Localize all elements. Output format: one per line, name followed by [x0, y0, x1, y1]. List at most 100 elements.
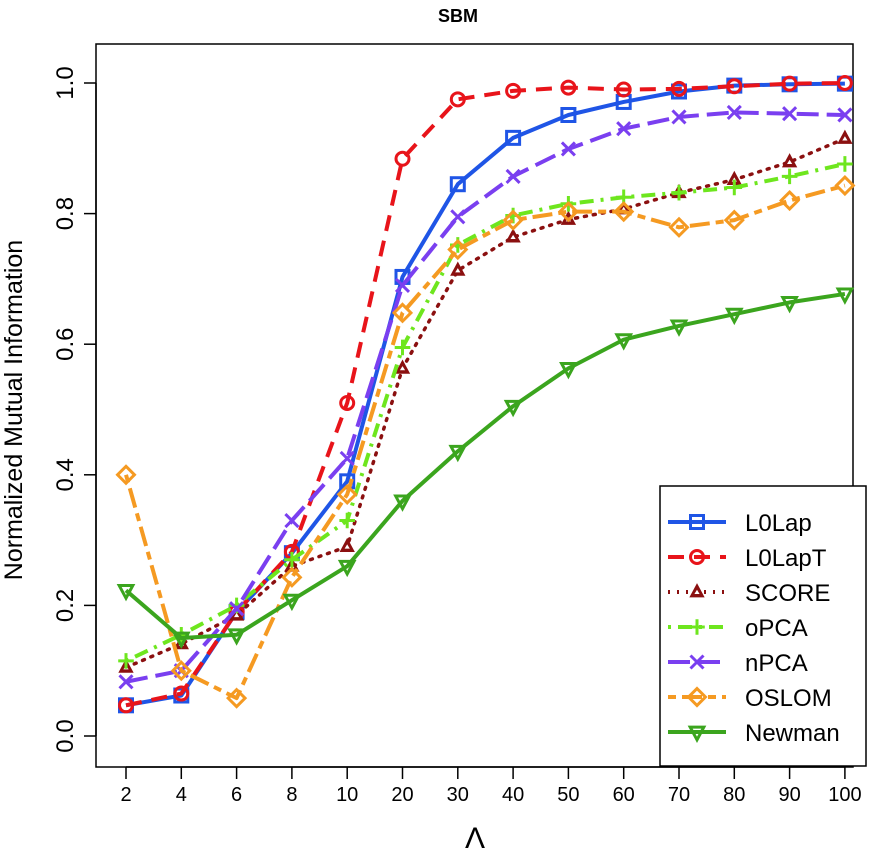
legend-marker — [689, 514, 705, 530]
legend-item-l0lapt: L0LapT — [668, 545, 827, 572]
chart-title: SBM — [438, 6, 478, 26]
data-point-oslom — [723, 209, 745, 231]
data-point-npca — [837, 107, 853, 123]
data-point-newman — [448, 444, 468, 463]
data-point-oslom — [170, 660, 192, 682]
data-point-oslom — [281, 566, 303, 588]
data-point-npca — [560, 141, 576, 157]
x-tick-label: 80 — [723, 784, 745, 806]
y-tick-label: 0.4 — [52, 458, 79, 491]
data-point-opca — [781, 168, 798, 185]
legend-marker — [686, 686, 708, 708]
data-point-l0lapt — [836, 75, 853, 91]
data-point-oslom — [226, 687, 248, 709]
data-point-npca — [284, 512, 300, 529]
legend-label: nPCA — [745, 650, 808, 677]
y-tick-label: 0.6 — [52, 328, 79, 361]
data-point-npca — [726, 104, 742, 120]
series-line-l0lapt — [125, 81, 845, 708]
legend-item-npca: nPCA — [668, 650, 808, 677]
data-point-l0lap — [560, 106, 577, 123]
y-axis: 0.0 0.2 0.4 0.6 0.8 1.0 — [52, 66, 97, 753]
series-line-oslom — [124, 183, 846, 701]
data-point-score-inner — [344, 544, 350, 549]
legend-marker — [687, 725, 707, 743]
x-tick-label: 40 — [502, 784, 524, 806]
data-point-opca — [118, 653, 134, 669]
data-point-newman — [780, 296, 799, 314]
data-point-opca — [837, 156, 853, 172]
data-point-newman — [835, 287, 855, 305]
x-tick-label: 2 — [120, 784, 131, 806]
legend-label: SCORE — [745, 580, 830, 607]
data-point-opca — [284, 551, 300, 568]
data-point-npca — [782, 106, 798, 122]
data-point-l0lapt — [781, 75, 798, 92]
x-tick-label: 4 — [176, 784, 187, 806]
data-point-npca — [118, 674, 134, 690]
legend-marker — [689, 654, 705, 670]
series-newman — [116, 287, 855, 650]
data-point-npca — [394, 277, 411, 293]
data-point-oslom — [115, 464, 137, 486]
data-point-l0lapt — [671, 80, 687, 97]
data-point-opca — [339, 512, 355, 529]
series-line-newman — [124, 291, 846, 641]
series-oslom — [115, 174, 856, 709]
data-point-oslom — [834, 174, 856, 197]
y-tick-label: 1.0 — [52, 66, 79, 99]
data-point-oslom — [557, 201, 579, 223]
data-point-l0lapt — [505, 82, 522, 99]
x-tick-label: 10 — [336, 784, 358, 806]
legend-item-oslom: OSLOM — [668, 685, 832, 712]
data-point-score-inner — [842, 136, 848, 141]
series-line-opca — [125, 162, 846, 663]
legend-label: Newman — [745, 720, 840, 747]
x-axis: 2 4 6 8 10 20 30 40 50 60 70 80 90 100 — [120, 766, 862, 806]
data-point-l0lapt — [560, 79, 577, 96]
data-point-newman — [669, 319, 689, 337]
legend-item-opca: oPCA — [668, 615, 808, 642]
data-point-l0lapt — [615, 81, 632, 98]
data-point-opca — [726, 179, 743, 196]
series-line-npca — [125, 110, 845, 684]
data-point-oslom — [613, 201, 635, 223]
data-point-oslom — [668, 216, 690, 238]
data-point-score-inner — [234, 612, 240, 618]
data-point-oslom — [502, 209, 524, 231]
x-tick-label: 100 — [828, 784, 861, 806]
legend: L0Lap L0LapT SCORE oPCA nPCA OSLOM Newman — [659, 485, 867, 767]
data-point-l0lapt — [173, 685, 190, 702]
data-point-npca — [229, 601, 245, 617]
legend-marker — [689, 619, 705, 635]
y-tick-label: 0.8 — [52, 197, 79, 230]
data-point-score-inner — [510, 234, 516, 240]
data-point-l0lapt — [449, 91, 466, 108]
x-tick-label: 30 — [447, 784, 469, 806]
x-axis-label: Λ — [465, 822, 485, 855]
legend-label: OSLOM — [745, 685, 832, 712]
x-tick-label: 70 — [668, 784, 690, 806]
x-tick-label: 8 — [286, 784, 297, 806]
data-point-newman — [614, 333, 634, 351]
legend-marker — [689, 549, 705, 565]
series-layer — [115, 75, 856, 714]
series-line-score — [124, 136, 847, 670]
x-tick-label: 6 — [231, 784, 242, 806]
data-point-newman — [393, 494, 412, 512]
legend-item-newman: Newman — [668, 720, 840, 747]
x-tick-label: 60 — [613, 784, 635, 806]
x-tick-label: 50 — [557, 784, 579, 806]
data-point-l0lapt — [394, 150, 411, 167]
data-point-l0lapt — [726, 78, 743, 95]
data-point-newman — [227, 628, 246, 646]
data-point-newman — [503, 399, 523, 418]
data-point-l0lapt — [118, 697, 134, 714]
x-tick-label: 20 — [391, 784, 413, 806]
data-point-opca — [394, 339, 411, 356]
data-point-score-inner — [455, 268, 461, 273]
data-point-npca — [616, 121, 632, 137]
data-point-score-inner — [787, 159, 793, 164]
data-point-newman — [171, 631, 191, 650]
data-point-oslom — [447, 238, 469, 261]
